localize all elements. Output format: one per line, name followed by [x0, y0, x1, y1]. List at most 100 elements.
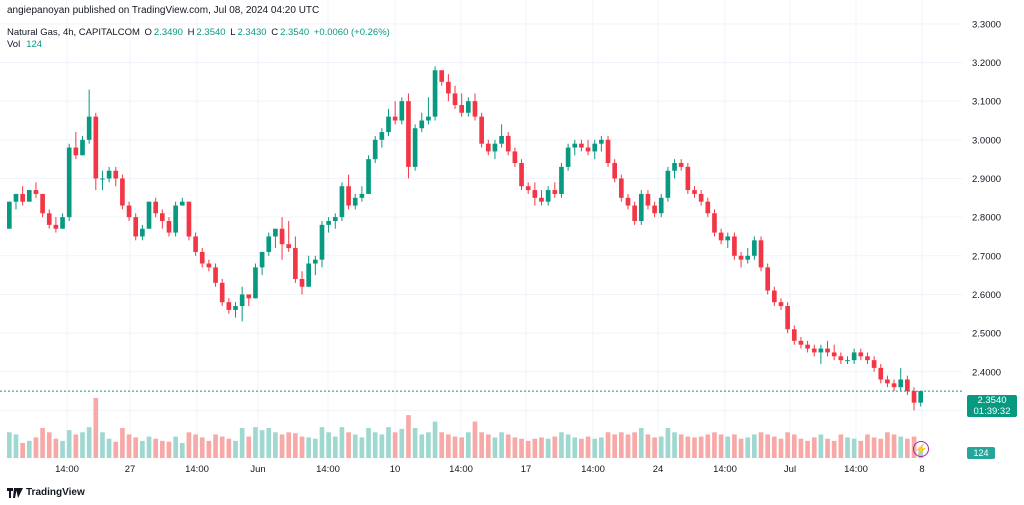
candle-body: [153, 201, 159, 214]
volume-bar: [273, 432, 278, 458]
volume-bar: [492, 437, 498, 458]
candle-body: [565, 147, 571, 167]
volume-bar: [871, 437, 877, 458]
tradingview-logo[interactable]: TradingView: [7, 487, 85, 498]
candle-body: [758, 240, 764, 268]
x-tick-label: 10: [390, 464, 401, 475]
candle-body: [386, 116, 391, 133]
candle-body: [765, 267, 771, 291]
volume-bar: [406, 415, 411, 458]
candle-body: [140, 228, 145, 237]
volume-bar: [286, 432, 292, 458]
symbol-label: Natural Gas, 4h, CAPITALCOM: [7, 27, 140, 38]
time-axis[interactable]: 14:00 27 14:00 Jun 14:00 10 14:00 17 14:00 24 14:0…: [55, 464, 925, 475]
candle-body: [805, 344, 810, 349]
volume-bar: [632, 432, 637, 458]
volume-bar: [392, 432, 398, 458]
candle-body: [126, 205, 132, 218]
candle-body: [532, 190, 538, 198]
candle-body: [33, 190, 39, 194]
candle-body: [246, 294, 252, 299]
candle-body: [259, 251, 265, 268]
candle-body: [911, 391, 917, 403]
volume-bar: [811, 437, 817, 458]
volume-bar: [73, 434, 79, 458]
volume-bar: [592, 438, 598, 458]
volume-label: Vol: [7, 39, 21, 50]
candle-body: [519, 163, 524, 187]
candle-body: [791, 329, 797, 341]
volume-bar: [399, 428, 405, 458]
volume-bar: [13, 434, 19, 458]
candle-body: [93, 116, 99, 179]
candle-body: [732, 236, 737, 256]
candle-body: [712, 213, 717, 233]
candle-body: [213, 267, 218, 283]
volume-bar: [233, 440, 238, 458]
candle-body: [226, 302, 232, 310]
volume-bar: [692, 437, 697, 458]
candle-body: [638, 193, 644, 221]
candle-body: [366, 159, 371, 194]
candle-body: [918, 391, 924, 403]
volume-bar: [618, 432, 624, 458]
candle-body: [845, 360, 850, 362]
candle-body: [472, 101, 478, 117]
candle-body: [239, 294, 245, 307]
candle-body: [419, 120, 425, 129]
volume-bar: [193, 434, 198, 458]
candle-body: [658, 197, 664, 214]
price-axis[interactable]: 3.3000 3.2000 3.1000 3.0000 2.9000 2.8000 2.70…: [972, 19, 1001, 417]
candle-body: [825, 348, 830, 353]
volume-bar: [332, 436, 338, 458]
volume-bar: [219, 436, 225, 458]
x-tick-label: Jul: [784, 464, 796, 475]
volume-bar: [80, 432, 85, 458]
y-tick-label: 3.0000: [972, 135, 1001, 146]
candle-body: [446, 81, 451, 94]
candle-body: [539, 197, 544, 202]
candle-body: [745, 255, 751, 260]
candle-body: [346, 186, 351, 206]
ohlc-legend: Natural Gas, 4h, CAPITALCOM O 2.3490 H 2.3…: [7, 26, 392, 39]
volume-bar: [299, 436, 305, 458]
y-tick-label: 2.6000: [972, 290, 1001, 301]
x-tick-label: 14:00: [449, 464, 473, 475]
candle-body: [579, 143, 584, 148]
volume-bar: [552, 436, 558, 458]
candle-body: [286, 244, 292, 249]
candle-body: [26, 190, 32, 202]
candle-body: [359, 193, 365, 198]
candle-body: [60, 217, 65, 229]
volume-bar: [798, 438, 804, 458]
volume-bar: [512, 437, 518, 458]
volume-bar: [672, 432, 677, 458]
volume-bar: [153, 438, 159, 458]
volume-bar: [499, 432, 504, 458]
candle-body: [279, 228, 285, 245]
y-tick-label: 2.7000: [972, 251, 1001, 262]
candle-body: [253, 267, 258, 299]
volume-bar: [652, 437, 657, 458]
volume-bar: [140, 440, 145, 458]
volume-bar: [226, 438, 232, 458]
candle-body: [193, 236, 198, 252]
candle-body: [80, 139, 85, 156]
last-price-value: 2.3540: [977, 395, 1007, 406]
candle-body: [100, 178, 105, 180]
volume-bar: [366, 428, 371, 458]
volume-bar: [326, 432, 331, 458]
volume-bar: [293, 433, 298, 458]
volume-bar: [20, 443, 25, 458]
candle-body: [233, 306, 238, 310]
volume-bar: [579, 438, 584, 458]
volume-bar: [785, 432, 790, 458]
volume-tag: 124: [967, 447, 995, 459]
y-tick-label: 3.1000: [972, 97, 1001, 108]
lightning-icon[interactable]: ⚡: [913, 441, 929, 457]
candle-body: [106, 170, 112, 179]
candle-body: [73, 147, 79, 156]
candle-body: [306, 263, 312, 287]
volume-bar: [86, 427, 92, 458]
